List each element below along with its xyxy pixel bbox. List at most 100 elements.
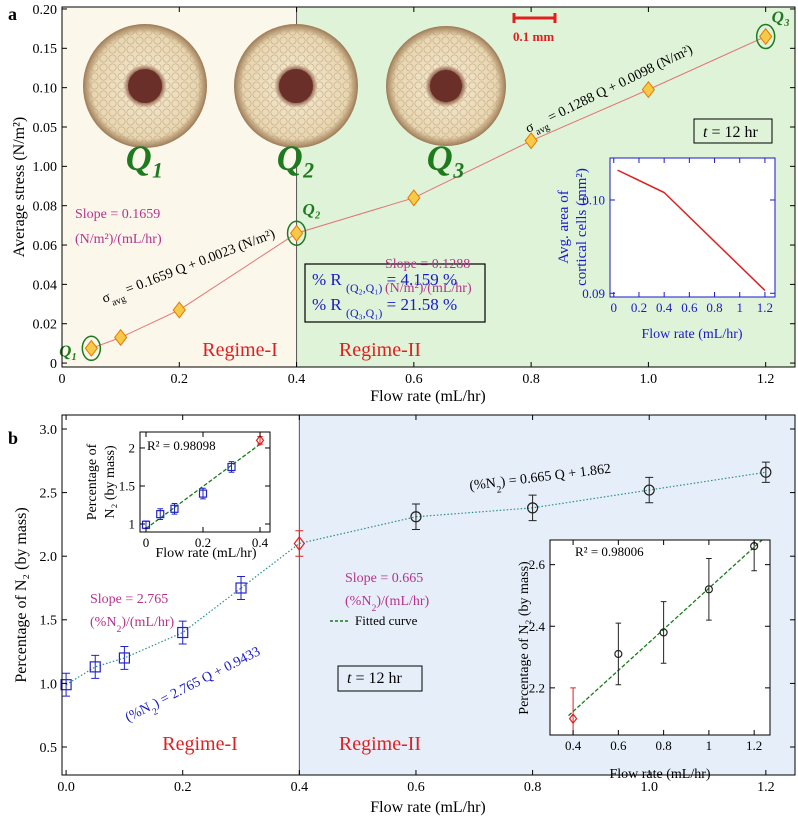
annotation: % R (Q₃,Q₁) = 21.58 % bbox=[312, 295, 457, 320]
x-axis-label: Flow rate (mL/hr) bbox=[641, 327, 742, 342]
marker bbox=[60, 679, 72, 691]
x-axis-label: Flow rate (mL/hr) bbox=[609, 767, 710, 782]
text-part: 2 bbox=[150, 706, 159, 718]
text-part: (Q₂,Q₁) bbox=[346, 281, 382, 295]
error-bar bbox=[615, 622, 622, 686]
point-highlight bbox=[286, 220, 307, 246]
annotation: t = 12 hr bbox=[703, 124, 758, 141]
y-tick-label: 0.09 bbox=[582, 286, 605, 301]
marker bbox=[614, 649, 623, 659]
error-bar bbox=[91, 654, 100, 679]
scale-bar bbox=[512, 13, 557, 23]
y-axis-label: Avg. area of bbox=[556, 190, 572, 263]
legend-label: Fitted curve bbox=[355, 613, 418, 628]
text-part: = 21.58 % bbox=[382, 295, 457, 314]
marker bbox=[235, 582, 247, 594]
x-tick-label: 0.4 bbox=[252, 535, 269, 550]
error-bar bbox=[570, 687, 576, 735]
annotation-box bbox=[304, 263, 486, 323]
text-part: (%N bbox=[345, 594, 371, 609]
x-tick-label: 0.6 bbox=[610, 738, 627, 753]
marker bbox=[227, 462, 236, 472]
marker bbox=[293, 535, 306, 551]
root-image bbox=[83, 24, 207, 148]
image-label: Q₂ bbox=[277, 138, 316, 178]
panel-label: b bbox=[8, 428, 18, 448]
y-tick-label: 1.0 bbox=[40, 677, 58, 692]
annotation: Slope = 0.1659 bbox=[75, 207, 160, 222]
marker bbox=[198, 489, 208, 498]
y-axis-label: N₂ (by mass) bbox=[103, 445, 118, 519]
y-tick-label: 0.5 bbox=[40, 741, 58, 756]
annotation-box bbox=[693, 118, 773, 144]
y-axis-label: cortical cells (mm²) bbox=[574, 168, 590, 286]
inset-background bbox=[140, 432, 270, 532]
y-tick-label: 2.0 bbox=[40, 550, 58, 565]
marker bbox=[759, 27, 773, 46]
error-bar bbox=[411, 503, 420, 530]
plot-frame bbox=[549, 539, 771, 736]
text-part: avg bbox=[110, 293, 127, 308]
y-axis-label: Percentage of N₂ (by mass) bbox=[517, 561, 532, 715]
text-part: Slope = 2.765 bbox=[90, 592, 168, 607]
y-tick-label: 2.5 bbox=[40, 486, 58, 501]
marker bbox=[255, 434, 265, 446]
y-axis-label: Average stress (N/m²) bbox=[11, 117, 28, 257]
marker bbox=[659, 628, 668, 637]
regime-label: Regime-I bbox=[202, 339, 278, 361]
x-tick-label: 1.0 bbox=[640, 372, 658, 387]
r-squared: R² = 0.98098 bbox=[147, 438, 216, 453]
root-image bbox=[234, 24, 358, 148]
y-tick-label: 1.5 bbox=[119, 479, 135, 494]
text-part: 2 bbox=[116, 624, 121, 635]
x-tick-label: 0.6 bbox=[407, 780, 425, 795]
text-part: = 12 hr bbox=[351, 670, 402, 687]
annotation: (N/m²)/(mL/hr) bbox=[385, 281, 472, 296]
y-tick-label: 1.5 bbox=[40, 614, 58, 629]
text-part: 2 bbox=[371, 603, 376, 614]
text-part: )/(mL/hr) bbox=[376, 594, 429, 609]
r-squared: R² = 0.98006 bbox=[575, 544, 644, 559]
y-tick-label: 2.6 bbox=[529, 557, 546, 572]
x-tick-label: 0.4 bbox=[565, 738, 582, 753]
marker bbox=[172, 301, 186, 319]
x-tick-label: 0.8 bbox=[655, 738, 671, 753]
error-bar bbox=[761, 461, 770, 483]
marker bbox=[410, 511, 422, 523]
x-tick-label: 1.2 bbox=[757, 300, 773, 315]
regime-label: Regime-I bbox=[162, 733, 238, 755]
y-tick-label: 0.05 bbox=[33, 121, 58, 136]
x-tick-label: 0.0 bbox=[57, 780, 75, 795]
y-tick-label: 2.2 bbox=[529, 680, 545, 695]
connector-line bbox=[415, 471, 766, 518]
text-part: Slope = 0.665 bbox=[345, 571, 423, 586]
text-part: (%N bbox=[469, 476, 497, 494]
x-tick-label: 0.6 bbox=[405, 372, 423, 387]
marker bbox=[177, 626, 189, 639]
marker bbox=[289, 224, 304, 242]
annotation: (N/m²)/(mL/hr) bbox=[75, 232, 162, 247]
x-tick-label: 0.4 bbox=[288, 372, 306, 387]
text-part: t bbox=[703, 124, 708, 141]
marker bbox=[170, 504, 179, 513]
image-label: Q₁ bbox=[126, 138, 165, 178]
annotation: t = 12 hr bbox=[347, 670, 402, 687]
marker bbox=[704, 585, 713, 594]
image-label: Q₃ bbox=[427, 138, 466, 178]
x-tick-label: 0.4 bbox=[656, 300, 673, 315]
point-label: Q₂ bbox=[303, 200, 321, 219]
x-tick-label: 0.2 bbox=[631, 300, 647, 315]
connector-line bbox=[299, 516, 417, 545]
marker bbox=[156, 510, 165, 519]
x-tick-label: 0 bbox=[611, 300, 618, 315]
plot-frame bbox=[609, 157, 776, 298]
y-tick-label: 0.15 bbox=[33, 42, 58, 57]
panel-label: a bbox=[8, 4, 17, 24]
plot-frame bbox=[61, 6, 796, 368]
annotation: Slope = 0.665 bbox=[345, 571, 423, 586]
x-tick-label: 0 bbox=[143, 535, 150, 550]
text-part: 2 bbox=[496, 484, 502, 496]
x-tick-label: 1.2 bbox=[757, 780, 775, 795]
